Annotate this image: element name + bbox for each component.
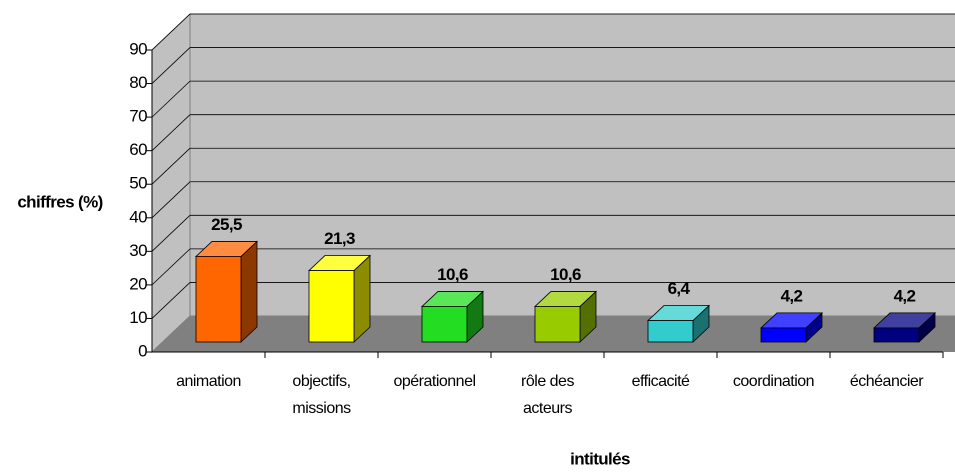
value-label: 4,2 [894,286,916,305]
bar [308,270,355,343]
y-tick-label: 10 [129,308,147,327]
y-tick-label: 0 [138,341,147,360]
x-tick-label: animation [176,373,241,390]
bar [873,327,920,343]
x-axis-title: intitulés [570,449,630,468]
bar [760,327,807,343]
side-wall [151,12,191,354]
value-label: 4,2 [781,286,803,305]
x-tick-label: échéancier [849,373,924,390]
bar [421,306,468,343]
value-label: 10,6 [550,265,581,284]
x-tick-label: opérationnel [393,373,476,390]
y-axis-title: chiffres (%) [17,192,102,211]
y-tick-label: 70 [129,107,147,126]
grid-line [151,181,191,219]
y-tick-label: 30 [129,241,147,260]
x-tick-label: rôle des acteurs [521,373,574,417]
y-tick-label: 60 [129,140,147,159]
grid-line [151,114,191,151]
y-tick-label: 20 [129,274,147,293]
bar [195,256,242,343]
grid-line [151,147,191,185]
bar [647,320,694,343]
grid-line [151,282,191,319]
y-tick-label: 50 [129,174,147,193]
y-tick-label: 80 [129,73,147,92]
x-tick-label: efficacité [631,373,690,390]
y-tick-label: 40 [129,207,147,226]
x-tick-label: objectifs, missions [292,373,351,417]
grid-line [151,13,191,51]
x-tick-label: coordination [732,373,815,390]
value-label: 6,4 [668,279,691,298]
value-label: 10,6 [437,265,468,284]
grid-line [151,215,191,252]
value-label: 25,5 [211,215,242,234]
bar-side [240,240,258,343]
grid-line [151,248,191,286]
grid-line [151,80,191,118]
value-label: 21,3 [324,229,355,248]
bar [534,306,581,343]
grid-line [151,47,191,84]
y-tick-label: 90 [129,39,147,58]
